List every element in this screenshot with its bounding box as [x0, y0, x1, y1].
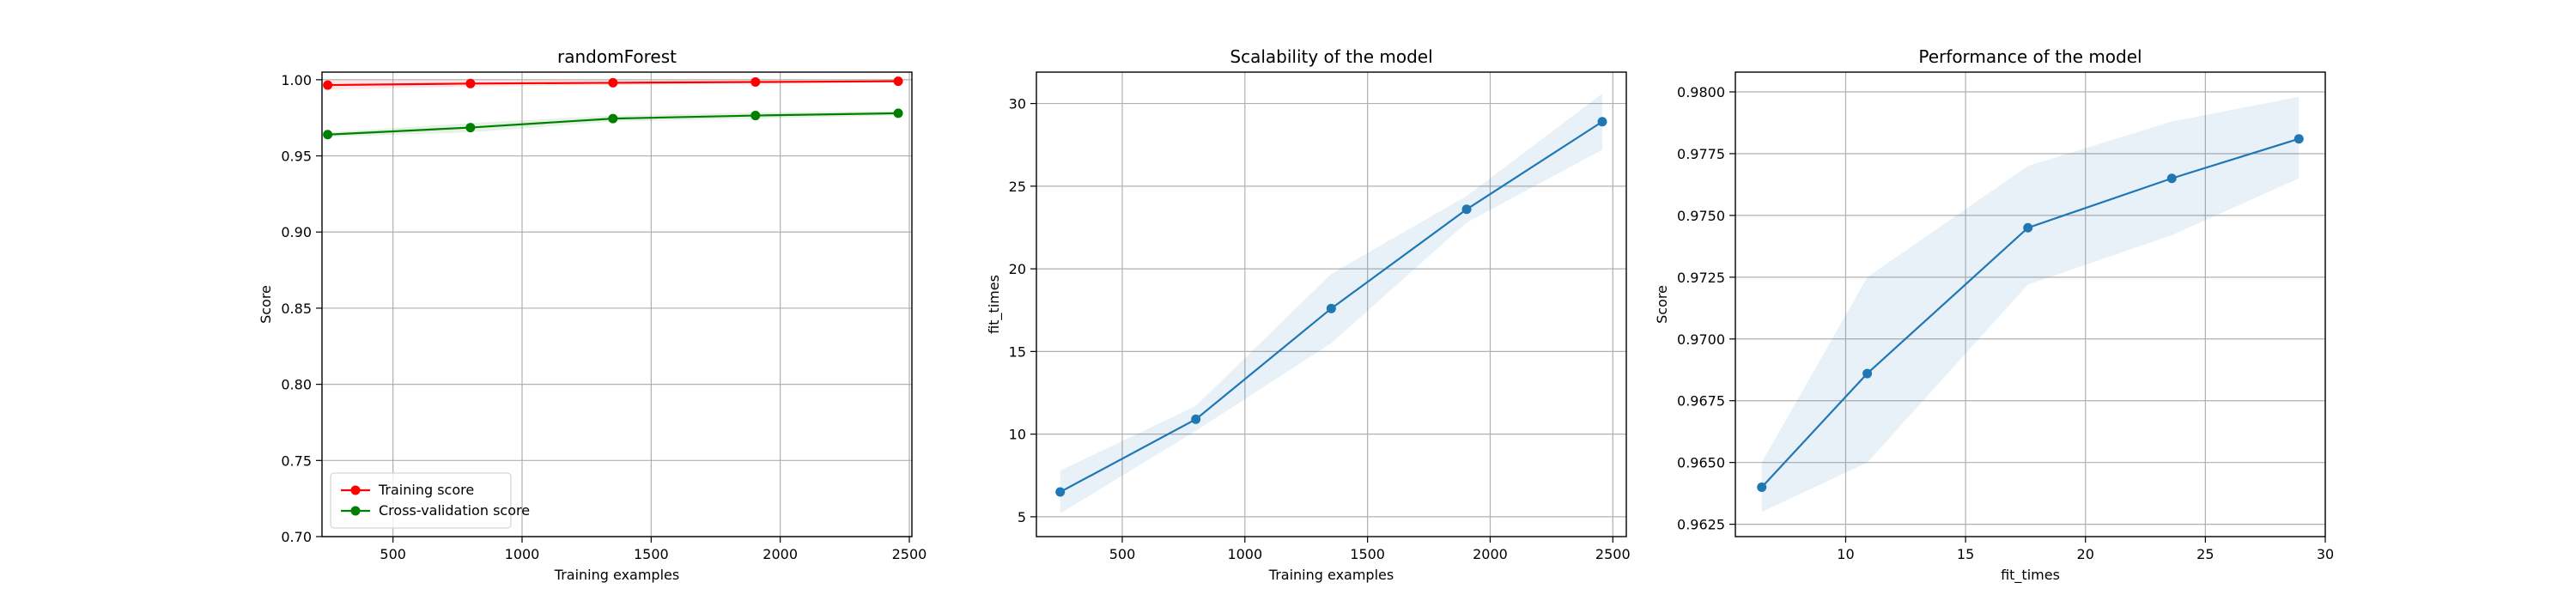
legend-entry: Training score	[378, 482, 474, 498]
y-tick-label: 15	[1009, 343, 1026, 360]
x-tick-label: 1500	[1350, 546, 1385, 562]
y-tick-label: 30	[1009, 96, 1026, 112]
y-tick-label: 20	[1009, 261, 1026, 277]
y-tick-label: 0.9775	[1677, 146, 1725, 162]
series-1-point	[893, 76, 903, 87]
y-tick-label: 1.00	[281, 72, 312, 88]
y-tick-label: 0.9750	[1677, 208, 1725, 224]
series-1-point	[608, 77, 618, 88]
x-tick-label: 10	[1837, 546, 1854, 562]
x-tick-label: 1000	[505, 546, 540, 562]
y-tick-label: 0.9800	[1677, 84, 1725, 100]
y-axis-label: fit_times	[986, 275, 1003, 334]
x-tick-label: 25	[2196, 546, 2214, 562]
x-axis-label: fit_times	[2001, 567, 2060, 584]
legend-swatch-marker	[350, 485, 361, 495]
series-1-point	[1055, 487, 1066, 497]
x-tick-label: 500	[380, 546, 406, 562]
series-1-point	[323, 80, 333, 90]
x-tick-label: 20	[2077, 546, 2094, 562]
series-1-point	[1757, 482, 1767, 492]
y-tick-label: 0.9625	[1677, 517, 1725, 533]
series-1-point	[2293, 134, 2304, 144]
y-axis-label: Score	[258, 285, 274, 324]
x-tick-label: 500	[1109, 546, 1136, 562]
series-1-point	[1461, 204, 1472, 215]
legend-swatch-marker	[350, 506, 361, 516]
chart-3: 10 15 20 25 30 0.9625 0.9650 0.9675 0.9700 0.9725…	[1654, 46, 2334, 584]
y-tick-label: 0.9700	[1677, 331, 1725, 348]
series-1-point	[750, 77, 761, 88]
y-tick-label: 5	[1018, 509, 1026, 525]
series-2-point	[750, 111, 761, 121]
y-tick-label: 0.75	[281, 452, 312, 469]
legend: Training score Cross-validation score	[330, 472, 530, 529]
series-1-point	[2023, 222, 2033, 233]
series-1-point	[465, 78, 476, 88]
series-2-point	[608, 113, 618, 124]
chart-title: Scalability of the model	[1230, 46, 1432, 67]
chart-title: randomForest	[557, 46, 677, 67]
x-axis-label: Training examples	[1268, 567, 1394, 583]
x-tick-label: 2500	[892, 546, 927, 562]
x-tick-label: 1000	[1227, 546, 1262, 562]
series-2-point	[465, 123, 476, 133]
y-tick-label: 0.85	[281, 300, 312, 317]
y-tick-label: 25	[1009, 179, 1026, 195]
series-1-point	[2166, 173, 2177, 184]
x-tick-label: 2000	[762, 546, 798, 562]
y-tick-label: 10	[1009, 427, 1026, 443]
series-1-point	[1191, 414, 1201, 424]
legend-box	[330, 472, 512, 529]
series-2-point	[323, 130, 333, 140]
chart-2: 500 1000 1500 2000 2500 5 10 15 20 25 30 Scalabilit…	[986, 46, 1631, 583]
chart-title: Performance of the model	[1918, 46, 2142, 67]
legend-entry: Cross-validation score	[379, 502, 530, 519]
series-1-point	[1862, 368, 1873, 379]
x-tick-label: 2500	[1595, 546, 1631, 562]
series-2-point	[893, 108, 903, 118]
y-axis-label: Score	[1654, 285, 1670, 324]
x-tick-label: 15	[1957, 546, 1974, 562]
axes-frame	[1036, 71, 1627, 537]
y-tick-label: 0.9675	[1677, 393, 1725, 410]
series-1-band	[1060, 94, 1603, 514]
series-1-point	[1326, 303, 1336, 313]
x-axis-label: Training examples	[554, 567, 679, 583]
y-tick-label: 0.70	[281, 529, 312, 545]
y-tick-label: 0.9725	[1677, 270, 1725, 286]
y-tick-label: 0.80	[281, 377, 312, 393]
axes-frame	[1735, 71, 2326, 537]
x-tick-label: 2000	[1473, 546, 1508, 562]
series-1-point	[1597, 117, 1607, 127]
x-tick-label: 1500	[634, 546, 669, 562]
chart-1: 500 1000 1500 2000 2500 0.70 0.75 0.80 0.85 0.90 0…	[258, 46, 927, 583]
x-tick-label: 30	[2317, 546, 2334, 562]
y-tick-label: 0.95	[281, 149, 312, 165]
y-tick-label: 0.90	[281, 224, 312, 240]
axes-frame	[321, 71, 913, 537]
series-1-band	[1761, 96, 2300, 513]
y-tick-label: 0.9650	[1677, 455, 1725, 471]
